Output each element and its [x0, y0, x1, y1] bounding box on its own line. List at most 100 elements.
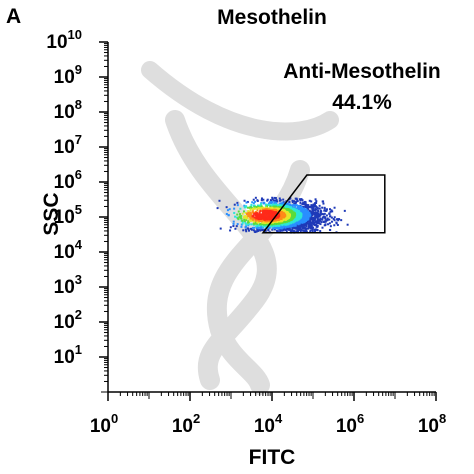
y-tick-label: 108 — [54, 97, 82, 123]
event-dot — [250, 214, 253, 217]
event-dot — [270, 202, 273, 205]
event-dot — [226, 209, 229, 212]
event-dot — [233, 211, 236, 214]
event-dot — [259, 214, 262, 217]
event-dot — [307, 227, 310, 230]
event-dot — [248, 223, 251, 226]
event-dot — [260, 197, 263, 200]
event-dot — [246, 200, 249, 203]
event-dot — [294, 207, 297, 210]
event-dot — [328, 228, 331, 231]
event-dot — [256, 216, 259, 219]
event-dot — [304, 212, 307, 215]
event-dot — [295, 230, 298, 233]
event-dot — [236, 217, 239, 220]
event-dot — [314, 228, 317, 231]
event-dot — [333, 206, 336, 209]
event-dot — [330, 209, 333, 212]
event-dot — [229, 226, 232, 229]
event-dot — [336, 218, 339, 221]
event-dot — [260, 202, 263, 205]
event-dot — [246, 223, 249, 226]
event-dot — [255, 212, 258, 215]
event-dot — [338, 218, 341, 221]
event-dot — [278, 204, 281, 207]
event-dot — [308, 199, 311, 202]
event-dot — [241, 219, 244, 222]
event-dot — [247, 229, 250, 232]
x-axis-label: FITC — [248, 446, 296, 469]
chart-title: Mesothelin — [217, 6, 327, 29]
event-dot — [289, 207, 292, 210]
event-dot — [280, 229, 283, 232]
event-dot — [301, 199, 304, 202]
event-dot — [254, 200, 257, 203]
event-dot — [243, 220, 246, 223]
event-dot — [309, 222, 312, 225]
event-dot — [229, 229, 232, 232]
event-dot — [321, 216, 324, 219]
event-dot — [264, 223, 267, 226]
event-dot — [281, 201, 284, 204]
event-dot — [291, 205, 294, 208]
event-dot — [227, 214, 230, 217]
event-dot — [306, 222, 309, 225]
event-dot — [237, 210, 240, 213]
event-dot — [325, 214, 328, 217]
event-dot — [314, 204, 317, 207]
event-dot — [246, 216, 249, 219]
event-dot — [241, 222, 244, 225]
event-dot — [239, 207, 242, 210]
event-dot — [233, 207, 236, 210]
event-dot — [253, 230, 256, 233]
event-dot — [271, 228, 274, 231]
event-dot — [235, 225, 238, 228]
event-dot — [244, 222, 247, 225]
event-dot — [247, 210, 250, 213]
event-dot — [311, 230, 314, 233]
event-dot — [250, 203, 253, 206]
event-dot — [283, 217, 286, 220]
event-dot — [326, 217, 329, 220]
event-dot — [245, 218, 248, 221]
event-dot — [282, 220, 285, 223]
event-dot — [248, 213, 251, 216]
event-dot — [305, 222, 308, 225]
event-dot — [266, 198, 269, 201]
event-dot — [243, 199, 246, 202]
event-dot — [310, 225, 313, 228]
event-dot — [307, 204, 310, 207]
event-dot — [299, 210, 302, 213]
event-dot — [240, 214, 243, 217]
event-dot — [251, 226, 254, 229]
event-dot — [266, 205, 269, 208]
event-dot — [315, 201, 318, 204]
event-dot — [262, 202, 265, 205]
event-dot — [279, 229, 282, 232]
event-dot — [294, 216, 297, 219]
event-dot — [305, 224, 308, 227]
y-tick-label: 109 — [54, 62, 82, 88]
event-dots — [216, 196, 349, 234]
event-dot — [312, 226, 315, 229]
event-dot — [282, 198, 285, 201]
event-dot — [271, 227, 274, 230]
x-tick-label: 104 — [254, 411, 283, 437]
event-dot — [245, 230, 248, 233]
event-dot — [296, 205, 299, 208]
event-dot — [253, 226, 256, 229]
event-dot — [234, 215, 237, 218]
event-dot — [238, 213, 241, 216]
event-dot — [295, 198, 298, 201]
event-dot — [249, 207, 252, 210]
event-dot — [266, 214, 269, 217]
event-dot — [295, 227, 298, 230]
event-dot — [240, 223, 243, 226]
event-dot — [325, 219, 328, 222]
x-tick-label: 100 — [90, 411, 118, 437]
event-dot — [337, 219, 340, 222]
gate-polygon[interactable] — [261, 174, 386, 234]
event-dot — [259, 207, 262, 210]
event-dot — [297, 223, 300, 226]
event-dot — [321, 213, 324, 216]
